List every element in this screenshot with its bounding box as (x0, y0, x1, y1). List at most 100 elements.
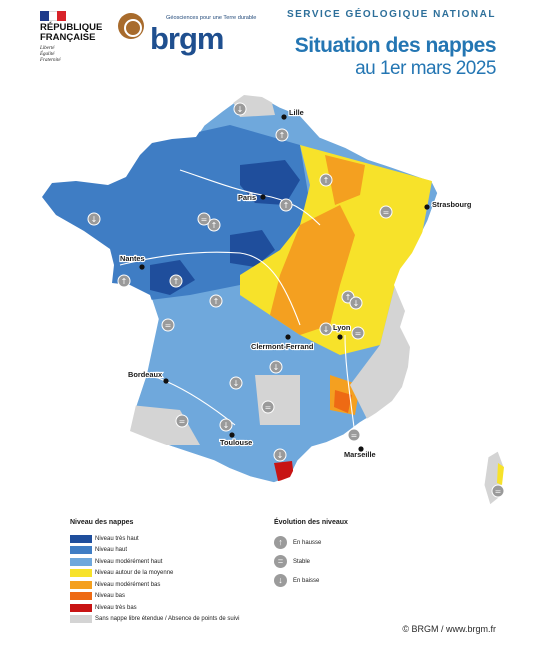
credit-link[interactable]: © BRGM / www.brgm.fr (402, 624, 496, 634)
river-rhone (344, 334, 356, 436)
french-flag-icon (40, 11, 67, 21)
level-legend-title: Niveau des nappes (70, 519, 134, 526)
trend-stable-marker: = (347, 428, 361, 442)
svg-text:↑: ↑ (121, 277, 128, 286)
trend-markers: ↑ ↑ ↑ ↑ ↑ ↑ ↑ ↑ = = = = = = = = ↓ ↓ ↓ ↓ … (87, 102, 505, 498)
svg-text:↑: ↑ (173, 277, 180, 286)
svg-text:↑: ↑ (279, 131, 286, 140)
svg-text:=: = (351, 431, 358, 440)
legend-swatch (70, 546, 92, 555)
page-subtitle: au 1er mars 2025 (355, 58, 496, 79)
city-bordeaux: Bordeaux (127, 369, 169, 384)
zone-moderement-bas-north (325, 155, 365, 205)
city-label: Bordeaux (128, 370, 163, 379)
legend-item-moderement-haut: Niveau modérément haut (70, 556, 270, 568)
legend-label: Niveau haut (95, 547, 128, 554)
level-legend: Niveau des nappes Niveau très haut Nivea… (70, 519, 270, 625)
trend-down-marker: ↓ (269, 360, 283, 374)
legend-item-bas: Niveau bas (70, 591, 270, 603)
legend-item-tres-bas: Niveau très bas (70, 602, 270, 614)
city-label: Nantes (120, 254, 145, 263)
legend-label: Niveau modérément bas (95, 581, 161, 588)
zone-tres-haut-loire (230, 230, 275, 267)
svg-text:↓: ↓ (91, 215, 98, 224)
brgm-emblem-icon (118, 13, 144, 39)
legend-label: Niveau très haut (95, 535, 139, 542)
trend-down-marker: ↓ (229, 376, 243, 390)
evolution-legend: Évolution des niveaux ↑ En hausse = Stab… (274, 519, 414, 590)
trend-down-marker: ↓ (233, 102, 247, 116)
corsica-yellow-strip (497, 463, 504, 485)
equals-icon: = (274, 555, 287, 568)
trend-stable-marker: = (261, 400, 275, 414)
trend-up-marker: ↑ (117, 274, 131, 288)
groundwater-map: ↑ ↑ ↑ ↑ ↑ ↑ ↑ ↑ = = = = = = = = ↓ ↓ ↓ ↓ … (41, 94, 505, 506)
legend-item-haut: Niveau haut (70, 545, 270, 557)
legend-item-tres-haut: Niveau très haut (70, 533, 270, 545)
legend-item-no-data: Sans nappe libre étendue / Absence de po… (70, 614, 270, 626)
legend-swatch (70, 569, 92, 578)
brgm-logo: Géosciences pour une Terre durable brgm (118, 11, 258, 61)
city-paris: Paris (237, 192, 266, 203)
evolution-label: En baisse (293, 577, 320, 584)
svg-text:↑: ↑ (323, 176, 330, 185)
svg-text:=: = (383, 208, 390, 217)
evolution-label: En hausse (293, 539, 322, 546)
trend-up-marker: ↑ (279, 198, 293, 212)
city-clermont-ferrand: Clermont-Ferrand (250, 334, 315, 352)
city-marseille: Marseille (343, 446, 377, 460)
svg-text:↑: ↑ (283, 201, 290, 210)
svg-text:↑: ↑ (211, 221, 218, 230)
zone-no-data-centre (255, 375, 300, 425)
svg-text:↓: ↓ (237, 105, 244, 114)
legend-label: Niveau modérément haut (95, 558, 163, 565)
legend-swatch (70, 603, 92, 612)
evolution-item-stable: = Stable (274, 552, 414, 571)
brgm-wordmark: brgm (150, 21, 224, 56)
republique-motto: Liberté Égalité Fraternité (40, 46, 61, 63)
trend-stable-marker: = (197, 212, 211, 226)
legend-swatch (70, 534, 92, 543)
svg-text:=: = (201, 215, 208, 224)
legend-label: Niveau autour de la moyenne (95, 570, 174, 577)
svg-text:=: = (265, 403, 272, 412)
legend-swatch (70, 557, 92, 566)
city-label: Marseille (344, 450, 376, 459)
svg-text:=: = (179, 417, 186, 426)
service-label: SERVICE GÉOLOGIQUE NATIONAL (286, 9, 496, 20)
legend-swatch (70, 592, 92, 601)
trend-down-marker: ↓ (87, 212, 101, 226)
page-title: Situation des nappes (294, 34, 497, 57)
legend-label: Niveau très bas (95, 604, 137, 611)
legend-item-moderement-bas: Niveau modérément bas (70, 579, 270, 591)
legend-label: Niveau bas (95, 593, 126, 600)
legend-item-moyenne: Niveau autour de la moyenne (70, 568, 270, 580)
trend-down-marker: ↓ (273, 448, 287, 462)
zone-tres-bas-pyrenees (274, 461, 294, 481)
brgm-tagline: Géosciences pour une Terre durable (166, 15, 257, 21)
trend-down-marker: ↓ (349, 296, 363, 310)
city-label: Strasbourg (432, 200, 472, 209)
svg-text:↓: ↓ (277, 451, 284, 460)
city-label: Lyon (333, 323, 351, 332)
evolution-item-down: ↓ En baisse (274, 571, 414, 590)
trend-up-marker: ↑ (319, 173, 333, 187)
legend-label: Sans nappe libre étendue / Absence de po… (95, 616, 240, 623)
trend-down-marker: ↓ (219, 418, 233, 432)
city-nantes: Nantes (119, 253, 146, 270)
trend-down-marker: ↓ (319, 322, 333, 336)
republique-francaise-logo: RÉPUBLIQUE FRANÇAISE Liberté Égalité Fra… (40, 11, 130, 64)
evolution-item-up: ↑ En hausse (274, 533, 414, 552)
trend-stable-marker: = (351, 326, 365, 340)
svg-text:=: = (495, 487, 502, 496)
trend-up-marker: ↑ (207, 218, 221, 232)
trend-up-marker: ↑ (209, 294, 223, 308)
svg-text:↑: ↑ (345, 293, 352, 302)
svg-text:=: = (355, 329, 362, 338)
city-strasbourg: Strasbourg (424, 199, 473, 210)
river-loire (119, 251, 301, 326)
city-toulouse: Toulouse (219, 432, 253, 448)
trend-stable-marker: = (491, 484, 505, 498)
zone-bas-south (334, 390, 352, 413)
trend-stable-marker: = (379, 205, 393, 219)
